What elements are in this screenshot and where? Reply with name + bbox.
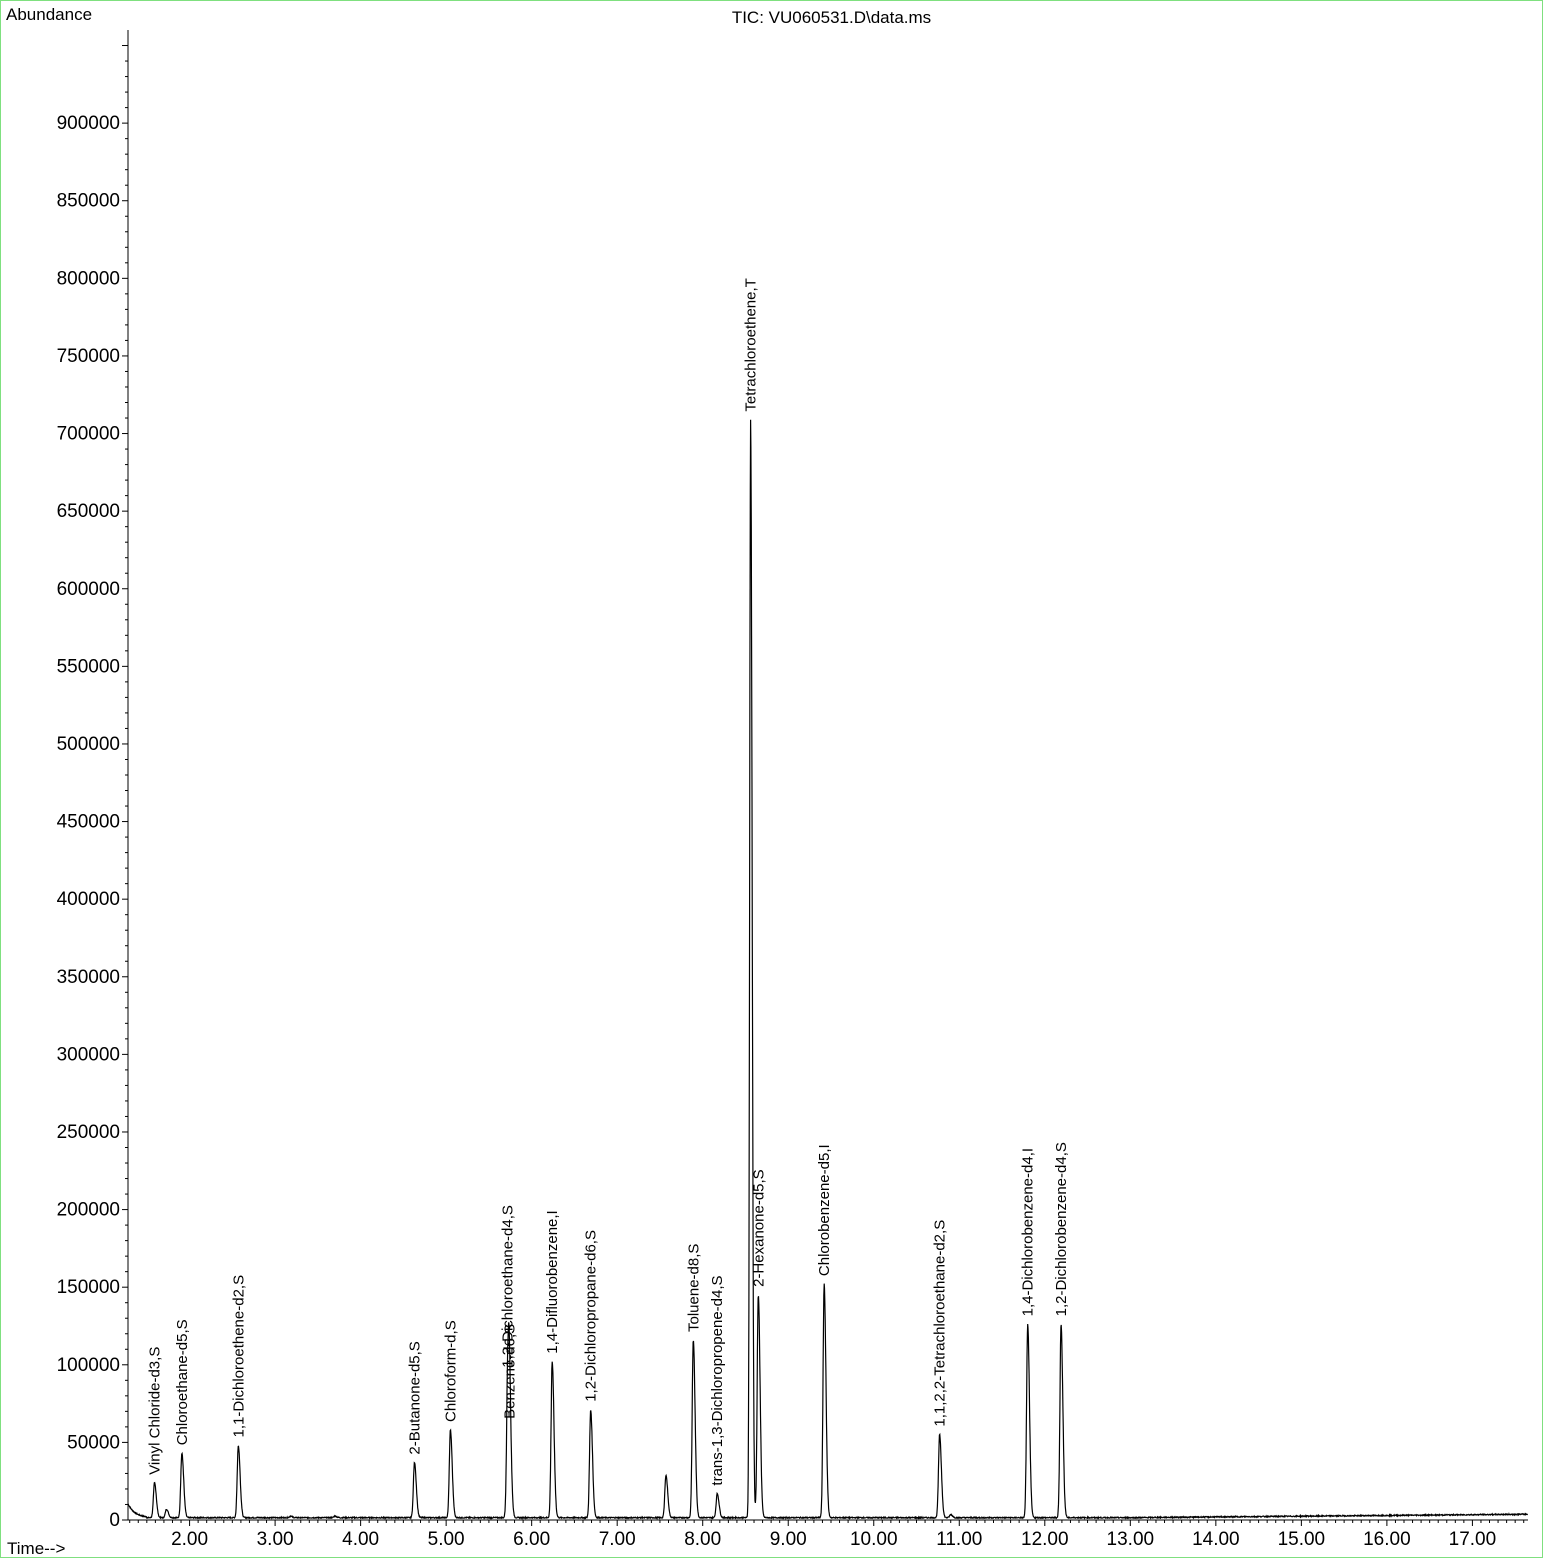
x-tick-label: 2.00 [171,1529,208,1550]
peak-label: 1,1-Dichloroethene-d2,S [230,1275,247,1438]
x-tick-label: 11.00 [936,1529,982,1550]
y-tick-label: 250000 [57,1122,120,1143]
y-tick-label: 700000 [57,424,120,445]
x-tick-label: 4.00 [342,1529,379,1550]
peak-label: 1,1,2,2-Tetrachloroethane-d2,S [932,1220,949,1427]
x-tick-label: 17.00 [1449,1529,1497,1550]
peak-label: Benzene-d6,S [501,1324,518,1419]
x-tick-label: 7.00 [599,1529,636,1550]
peak-label: 1,4-Dichlorobenzene-d4,I [1020,1148,1037,1316]
y-tick-label: 650000 [57,501,120,522]
x-tick-label: 14.00 [1192,1529,1240,1550]
y-tick-label: 50000 [67,1432,120,1453]
peak-label: 2-Hexanone-d5,S [750,1169,767,1287]
chart-title: TIC: VU060531.D\data.ms [731,8,932,27]
peak-label: Chloroform-d,S [442,1320,459,1422]
x-tick-label: 8.00 [684,1529,721,1550]
tic-trace [127,419,1528,1521]
x-tick-label: 12.00 [1021,1529,1069,1550]
peak-label: trans-1,3-Dichloropropene-d4,S [709,1275,726,1485]
y-tick-label: 850000 [57,191,120,212]
x-tick-label: 10.00 [850,1529,898,1550]
x-tick-label: 13.00 [1107,1529,1155,1550]
y-tick-label: 500000 [57,734,120,755]
y-tick-label: 400000 [57,889,120,910]
x-tick-label: 16.00 [1363,1529,1411,1550]
y-tick-label: 900000 [57,113,120,134]
axes [127,30,1528,1521]
x-axis-title: Time--> [7,1539,66,1558]
x-ticks: 2.00 3.00 4.00 5.00 6.00 7.00 8.00 9.00 10.00 11.… [129,1520,1525,1550]
x-tick-label: 5.00 [428,1529,465,1550]
peak-label: 2-Butanone-d5,S [407,1341,424,1454]
peak-labels: Vinyl Chloride-d3,S Chloroethane-d5,S 1,1-… [147,278,1071,1485]
peak-label: Vinyl Chloride-d3,S [147,1347,164,1475]
peak-label: 1,2-Dichlorobenzene-d4,S [1053,1142,1070,1316]
y-tick-label: 350000 [57,967,120,988]
y-tick-label: 600000 [57,579,120,600]
peak-label: Tetrachloroethene,T [743,278,760,411]
x-tick-label: 6.00 [513,1529,550,1550]
y-tick-label: 450000 [57,812,120,833]
y-tick-label: 800000 [57,268,120,289]
peak-label: 1,4-Difluorobenzene,I [544,1210,561,1353]
x-tick-label: 3.00 [257,1529,294,1550]
y-ticks: 0 50000 100000 150000 200000 250000 300000 3500… [57,45,128,1531]
y-tick-label: 300000 [57,1044,120,1065]
y-tick-label: 200000 [57,1200,120,1221]
y-tick-label: 550000 [57,656,120,677]
peak-label: Toluene-d8,S [685,1244,702,1332]
y-tick-label: 0 [109,1510,120,1531]
peak-label: Chloroethane-d5,S [174,1319,191,1445]
y-tick-label: 100000 [57,1355,120,1376]
y-tick-label: 750000 [57,346,120,367]
peak-label: Chlorobenzene-d5,I [816,1144,833,1276]
x-tick-label: 15.00 [1278,1529,1326,1550]
peak-label: 1,2-Dichloroethane-d4,S [500,1205,517,1368]
y-axis-title: Abundance [6,5,93,24]
peak-label: 1,2-Dichloropropane-d6,S [583,1230,600,1402]
y-tick-label: 150000 [57,1277,120,1298]
x-tick-label: 9.00 [770,1529,807,1550]
